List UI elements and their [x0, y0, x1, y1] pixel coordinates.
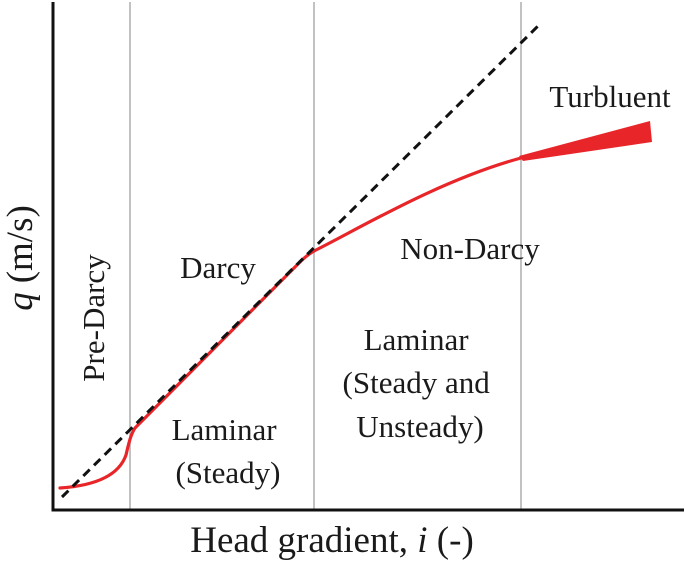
region-label-darcy: Darcy [180, 250, 256, 285]
y-axis-title: q(m/s) [0, 205, 41, 311]
region-label-non-darcy: Non-Darcy [400, 231, 540, 266]
region-label-pre-darcy: Pre-Darcy [76, 254, 111, 382]
darcy-reference-line [60, 24, 540, 499]
regime-label-laminar-steady: Laminar (Steady) [172, 412, 285, 490]
region-label-turbulent: Turbluent [549, 79, 671, 114]
regime-label-laminar-steady-unsteady: Laminar (Steady and Unsteady) [343, 322, 498, 444]
turbulent-band [519, 121, 652, 161]
x-axis-title: Head gradient, i (-) [190, 520, 474, 561]
